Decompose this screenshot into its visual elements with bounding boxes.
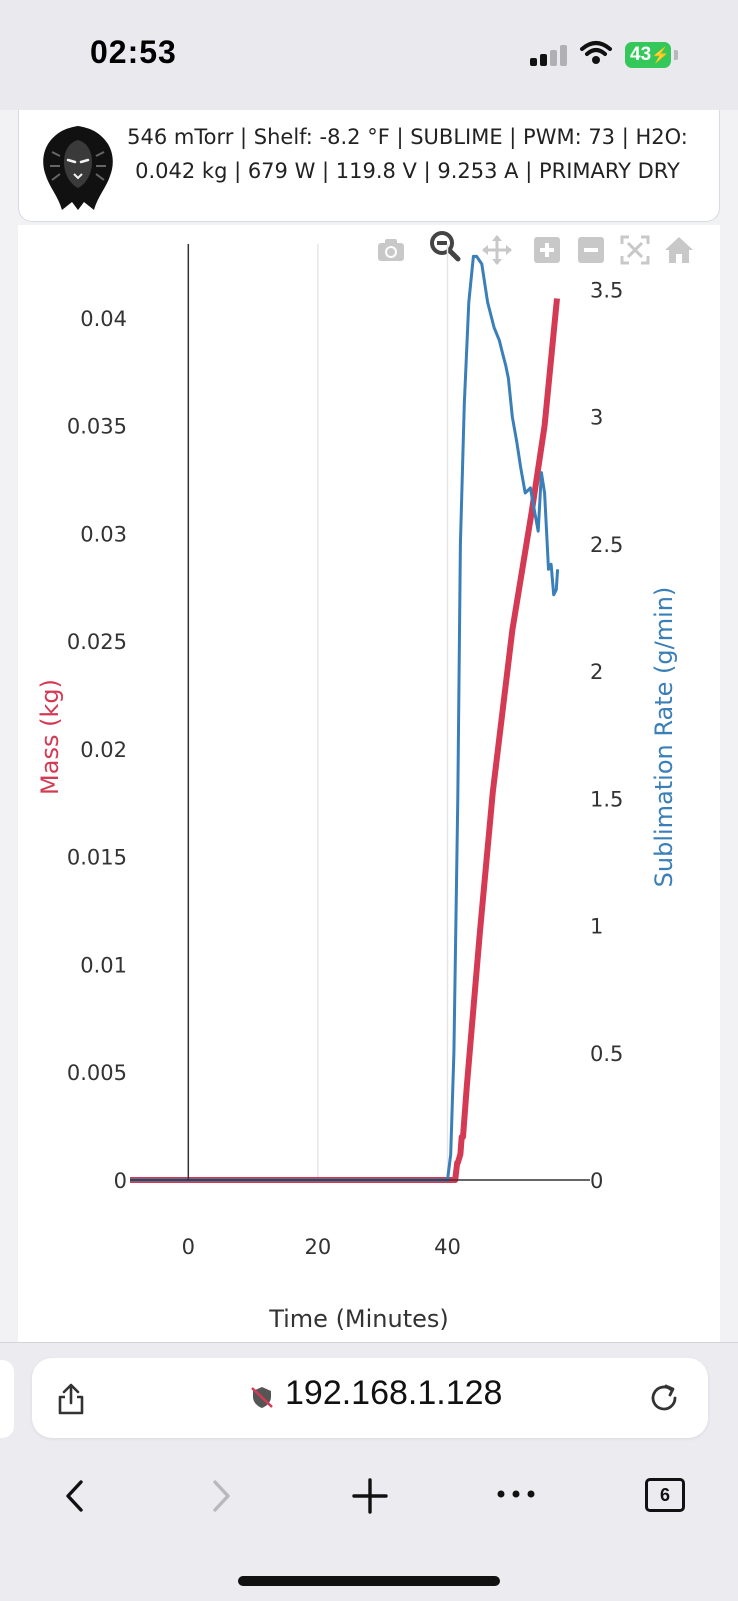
x-tick-label: 40 — [434, 1235, 461, 1259]
previous-tab-edge[interactable] — [0, 1360, 14, 1438]
y-right-tick-label: 3.5 — [590, 278, 623, 302]
battery-indicator: 43⚡ — [625, 42, 671, 68]
y-right-tick-label: 1.5 — [590, 787, 623, 811]
y-right-tick-label: 1 — [590, 915, 603, 939]
cellular-signal-icon — [530, 45, 567, 66]
reset-axes-icon[interactable] — [662, 233, 696, 267]
series-layer — [130, 254, 560, 1183]
chart-panel — [18, 225, 720, 1342]
zoom-in-icon[interactable] — [530, 233, 564, 267]
status-bar — [0, 0, 738, 110]
y-left-tick-label: 0.04 — [80, 307, 127, 331]
pan-icon[interactable] — [480, 233, 514, 267]
more-icon[interactable] — [496, 1486, 536, 1502]
y-right-tick-label: 2.5 — [590, 533, 623, 557]
lion-logo — [43, 126, 113, 210]
y-left-tick-label: 0.02 — [80, 738, 127, 762]
x-axis-title: Time (Minutes) — [268, 1305, 449, 1333]
y-left-tick-label: 0.035 — [67, 415, 127, 439]
x-tick-label: 20 — [305, 1235, 332, 1259]
back-icon[interactable] — [62, 1478, 86, 1514]
y-axis-right-title: Sublimation Rate (g/min) — [650, 587, 678, 888]
battery-level: 43 — [630, 44, 652, 65]
status-time: 02:53 — [90, 34, 177, 70]
zoom-icon[interactable] — [428, 229, 462, 263]
y-left-tick-label: 0.01 — [80, 953, 127, 977]
charging-bolt-icon: ⚡ — [651, 47, 670, 64]
y-right-tick-label: 0.5 — [590, 1042, 623, 1066]
grid-layer — [317, 244, 449, 1180]
y-left-tick-label: 0 — [114, 1169, 127, 1193]
y-left-tick-label: 0.025 — [67, 630, 127, 654]
address-bar[interactable] — [32, 1358, 708, 1438]
y-left-tick-label: 0.015 — [67, 846, 127, 870]
forward-icon[interactable] — [210, 1478, 234, 1514]
new-tab-icon[interactable] — [350, 1476, 390, 1516]
y-axis-left-title: Mass (kg) — [36, 679, 64, 795]
status-readout: 546 mTorr | Shelf: -8.2 °F | SUBLIME | P… — [127, 125, 688, 183]
sublimation-rate-series-line[interactable] — [130, 254, 560, 1182]
camera-icon[interactable] — [374, 233, 408, 267]
y-right-tick-label: 2 — [590, 660, 603, 684]
zoom-out-icon[interactable] — [574, 233, 608, 267]
tabs-button[interactable]: 6 — [645, 1478, 685, 1512]
mass-series-line[interactable] — [130, 298, 560, 1183]
y-left-tick-label: 0.005 — [67, 1061, 127, 1085]
y-left-tick-label: 0.03 — [80, 522, 127, 546]
status-card — [18, 110, 720, 222]
axis-layer: 0 20 4000.0050.010.0150.020.0250.030.0350.… — [67, 244, 623, 1259]
y-right-tick-label: 0 — [590, 1169, 603, 1193]
wifi-icon — [580, 41, 612, 64]
home-indicator[interactable] — [238, 1576, 500, 1586]
share-icon[interactable] — [56, 1382, 86, 1416]
url-text[interactable]: 192.168.1.128 — [285, 1374, 503, 1412]
y-right-tick-label: 3 — [590, 406, 603, 430]
battery-tip — [674, 50, 678, 60]
x-tick-label: 0 — [182, 1235, 195, 1259]
autoscale-icon[interactable] — [618, 233, 652, 267]
not-secure-icon[interactable] — [250, 1385, 274, 1409]
sublimation-chart[interactable]: 0 20 4000.0050.010.0150.020.0250.030.0350.… — [0, 0, 738, 1342]
reload-icon[interactable] — [648, 1382, 680, 1414]
